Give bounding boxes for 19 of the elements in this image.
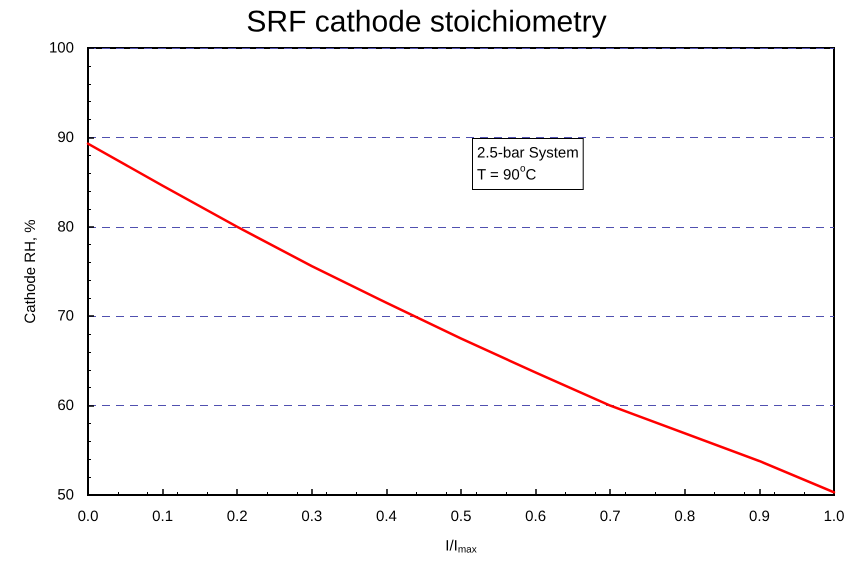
- x-tick-label: 0.0: [78, 508, 98, 525]
- x-tick-label: 1.0: [824, 508, 844, 525]
- x-tick-label: 0.5: [450, 508, 472, 525]
- x-tick-label: 0.8: [674, 508, 696, 525]
- y-tick-label: 100: [48, 40, 74, 56]
- x-tick-label: 0.1: [152, 508, 174, 525]
- x-tick-label: 0.3: [301, 508, 322, 525]
- x-tick-label: 0.7: [600, 508, 621, 525]
- x-tick-label: 0.2: [226, 508, 248, 525]
- chart-title: SRF cathode stoichiometry: [246, 6, 607, 38]
- y-tick-label: 90: [57, 128, 74, 146]
- y-tick-label: 60: [57, 397, 74, 414]
- x-tick-label: 0.6: [525, 508, 546, 525]
- y-tick-label: 70: [57, 308, 74, 325]
- y-axis-title: Cathode RH, %: [22, 219, 39, 324]
- x-tick-label: 0.9: [748, 508, 770, 525]
- x-tick-label: 0.4: [376, 508, 397, 525]
- y-tick-label: 50: [57, 486, 74, 504]
- y-tick-label: 80: [57, 218, 74, 236]
